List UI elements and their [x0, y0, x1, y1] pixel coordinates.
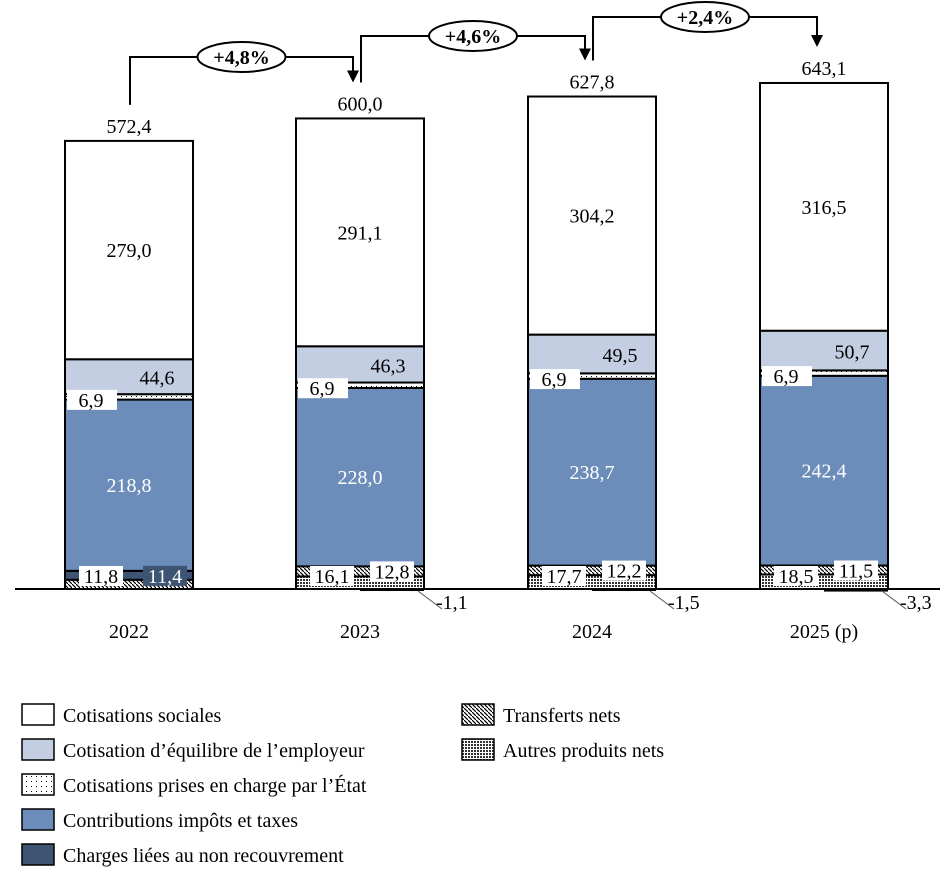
- legend-swatch: [21, 843, 55, 866]
- arrowhead-icon: [811, 34, 823, 47]
- label-background: [298, 378, 348, 399]
- legend-label: Charges liées au non recouvrement: [63, 845, 344, 867]
- label-background: [542, 566, 586, 586]
- segment-label: 228,0: [338, 467, 383, 489]
- bar-segment-cotisations-sociales: [759, 81, 889, 332]
- legend-item-charges-lie-es-au-non-recouvrement: Charges liées au non recouvrement: [21, 843, 344, 867]
- label-background: [143, 565, 187, 586]
- leader-line: [417, 590, 443, 610]
- leader-line: [649, 590, 675, 610]
- total-label: 627,8: [570, 72, 615, 94]
- total-label: 643,1: [802, 58, 847, 80]
- legend-item-autres-produits-nets: Autres produits nets: [461, 738, 664, 762]
- segment-label: 304,2: [570, 206, 615, 228]
- legend-item-contributions-impo-ts-et-taxes: Contributions impôts et taxes: [21, 808, 298, 832]
- legend-label: Transferts nets: [503, 705, 621, 727]
- growth-badge: [428, 20, 518, 52]
- bar-segment-contributions-impo-ts-et-taxes: [759, 374, 889, 567]
- growth-label: +4,6%: [445, 26, 501, 48]
- x-tick-label: 2022: [109, 621, 149, 643]
- label-background: [310, 566, 354, 586]
- arrowhead-icon: [347, 70, 359, 83]
- bar-segment-cotisation-d-e-quilibre-de-l-employeur: [295, 345, 425, 384]
- legend-label: Cotisation d’équilibre de l’employeur: [63, 740, 365, 762]
- arrowhead-icon: [579, 48, 591, 61]
- bar-segment-cotisation-d-e-quilibre-de-l-employeur: [64, 358, 194, 396]
- legend-label: Cotisations prises en charge par l’État: [63, 774, 367, 797]
- growth-label: +4,8%: [213, 47, 269, 69]
- label-background: [834, 560, 878, 581]
- legend-swatch: [21, 808, 55, 831]
- segment-label: 218,8: [107, 475, 152, 497]
- bar-segment-cotisation-d-e-quilibre-de-l-employeur: [759, 329, 889, 372]
- segment-label: 16,1: [315, 566, 350, 588]
- label-background: [602, 560, 646, 581]
- bar-segment-cotisation-d-e-quilibre-de-l-employeur: [527, 333, 657, 375]
- segment-label: -3,3: [900, 592, 932, 614]
- segment-label: 6,9: [774, 366, 799, 388]
- segment-label: -1,5: [668, 592, 700, 614]
- legend-label: Autres produits nets: [503, 740, 664, 762]
- bar-segment-cotisations-sociales: [64, 139, 194, 361]
- label-background: [79, 566, 123, 586]
- label-background: [67, 389, 117, 410]
- segment-label: 316,5: [802, 197, 847, 219]
- legend-label: Contributions impôts et taxes: [63, 810, 298, 832]
- legend-item-transferts-nets: Transferts nets: [461, 703, 621, 727]
- segment-label: 6,9: [310, 378, 335, 400]
- segment-label: 46,3: [371, 355, 406, 377]
- legend-swatch: [461, 738, 495, 761]
- label-background: [774, 566, 818, 586]
- leader-line: [881, 590, 907, 610]
- legend-item-cotisations-prises-en-charge-par-l-e-tat: Cotisations prises en charge par l’État: [21, 773, 367, 797]
- legend-item-cotisations-sociales: Cotisations sociales: [21, 703, 222, 727]
- legend-swatch: [21, 773, 55, 796]
- segment-label: 291,1: [338, 222, 383, 244]
- legend-swatch: [21, 703, 55, 726]
- segment-label: 242,4: [802, 461, 847, 483]
- bar-segment-cotisations-sociales: [295, 117, 425, 348]
- segment-label: 11,8: [84, 566, 118, 588]
- x-tick-label: 2024: [572, 621, 612, 643]
- segment-label: 11,5: [839, 561, 873, 583]
- segment-label: 12,8: [375, 561, 410, 583]
- legend-label: Cotisations sociales: [63, 705, 222, 727]
- segment-label: 6,9: [79, 390, 104, 412]
- bar-segment-contributions-impo-ts-et-taxes: [295, 386, 425, 568]
- total-label: 572,4: [107, 116, 152, 138]
- bar-segment-contributions-impo-ts-et-taxes: [64, 398, 194, 572]
- segment-label: 49,5: [603, 345, 638, 367]
- segment-label: 279,0: [107, 240, 152, 262]
- segment-label: -1,1: [436, 592, 468, 614]
- label-background: [762, 366, 812, 387]
- x-tick-label: 2023: [340, 621, 380, 643]
- legend-swatch: [461, 703, 495, 726]
- bar-segment-charges-lie-es-au-non-recouvrement: [824, 589, 888, 592]
- label-background: [530, 369, 580, 390]
- segment-label: 238,7: [570, 462, 615, 484]
- segment-label: 6,9: [542, 369, 567, 391]
- segment-label: 11,4: [148, 566, 182, 588]
- label-background: [370, 561, 414, 582]
- legend-item-cotisation-d-e-quilibre-de-l-employeur: Cotisation d’équilibre de l’employeur: [21, 738, 365, 762]
- growth-badge: [196, 41, 287, 73]
- bar-segment-cotisations-sociales: [527, 95, 657, 336]
- segment-label: 12,2: [607, 561, 642, 583]
- legend-swatch: [21, 738, 55, 761]
- segment-label: 18,5: [779, 566, 814, 588]
- segment-label: 44,6: [140, 368, 175, 390]
- x-tick-label: 2025 (p): [790, 621, 858, 643]
- growth-badge: [660, 1, 750, 33]
- segment-label: 17,7: [547, 566, 582, 588]
- segment-label: 50,7: [835, 342, 870, 364]
- bar-segment-contributions-impo-ts-et-taxes: [527, 377, 657, 567]
- growth-label: +2,4%: [677, 7, 733, 29]
- total-label: 600,0: [338, 93, 383, 115]
